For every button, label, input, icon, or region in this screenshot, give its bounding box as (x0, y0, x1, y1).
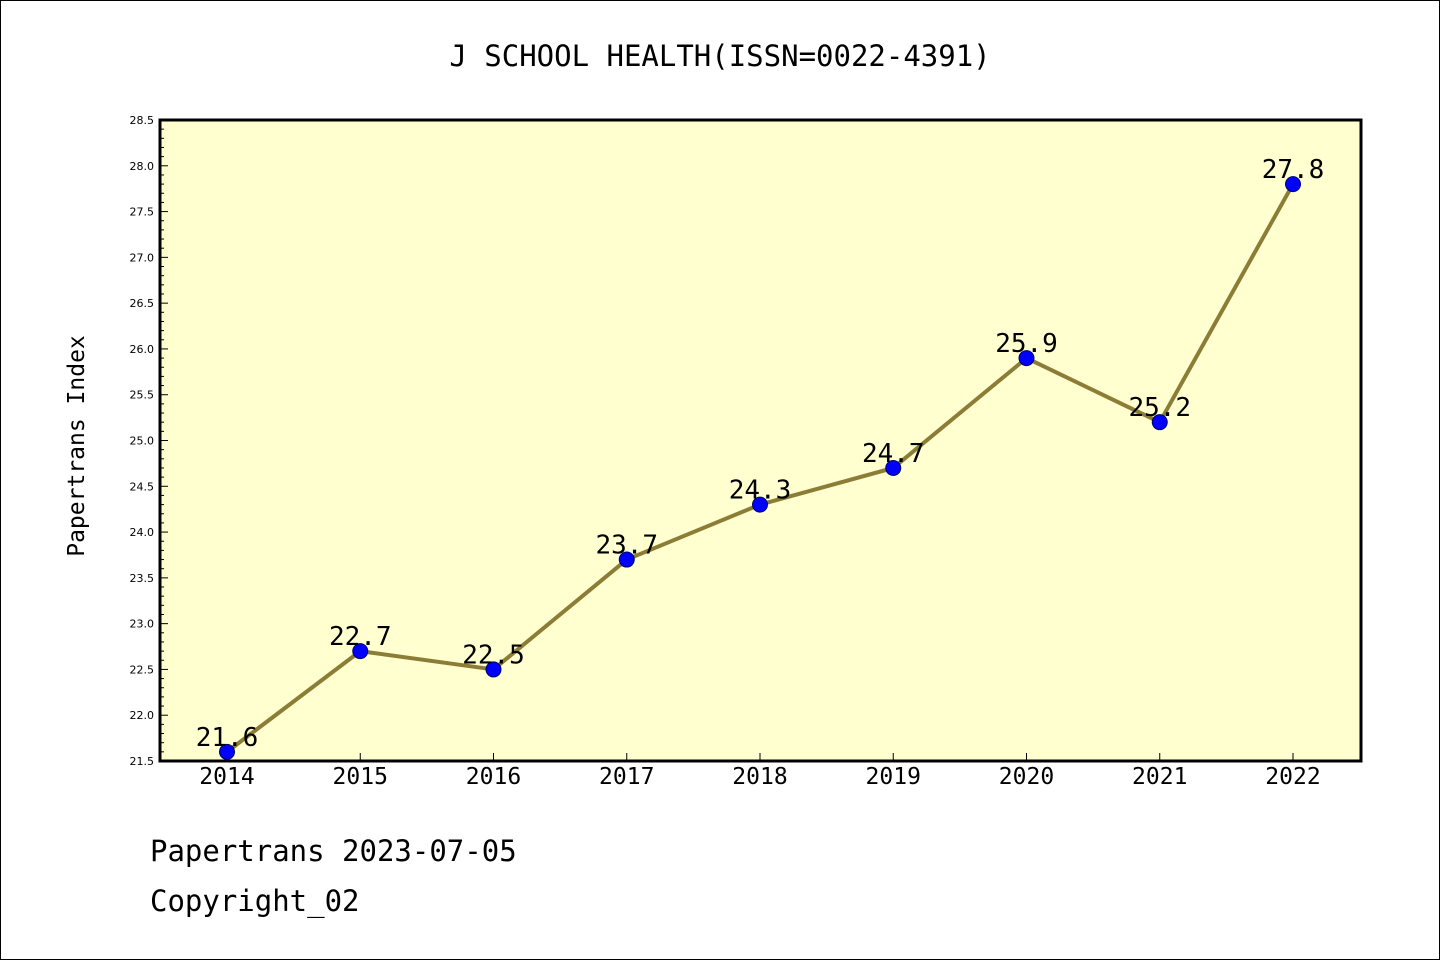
data-labels: 21.6 22.7 22.5 23.7 24.3 24.7 25.9 25.2 27.8 (196, 155, 1325, 753)
data-label: 22.5 (462, 640, 525, 670)
x-tick-label: 2016 (466, 764, 521, 790)
data-point (885, 459, 902, 476)
y-tick-label: 22.5 (130, 663, 155, 676)
data-point (485, 661, 502, 678)
footer-copyright: Copyright_02 (150, 884, 360, 918)
y-tick-label: 22.0 (130, 709, 155, 722)
y-tick-label: 27.0 (130, 251, 155, 264)
x-tick-label: 2015 (333, 764, 388, 790)
y-tick-label: 24.0 (130, 526, 155, 539)
y-tick-label: 26.5 (130, 297, 155, 310)
x-tick-label: 2020 (999, 764, 1054, 790)
y-axis-label: Papertrans Index (64, 335, 90, 557)
x-tick-label: 2017 (599, 764, 654, 790)
x-tick-label: 2022 (1265, 764, 1320, 790)
data-point (219, 743, 235, 760)
y-tick-label: 23.5 (130, 572, 155, 585)
data-point (618, 551, 635, 568)
data-label: 25.9 (995, 329, 1058, 359)
y-tick-label: 21.5 (130, 755, 155, 768)
data-point (1151, 414, 1168, 431)
data-label: 27.8 (1262, 155, 1325, 185)
y-tick-label: 25.0 (130, 435, 155, 448)
x-axis: 2014 2015 2016 2017 2018 2019 2020 2021 2022 (199, 753, 1321, 790)
x-tick-label: 2018 (732, 764, 787, 790)
y-tick-label: 28.0 (130, 160, 155, 173)
y-tick-label: 27.5 (130, 206, 155, 219)
y-tick-label: 23.0 (130, 618, 155, 631)
y-tick-label: 24.5 (130, 480, 155, 493)
data-label: 21.6 (196, 723, 259, 753)
data-points (219, 176, 1301, 760)
y-tick-label: 28.5 (130, 114, 155, 127)
data-point (1285, 176, 1301, 193)
chart-title: J SCHOOL HEALTH(ISSN=0022-4391) (449, 39, 990, 73)
data-label: 23.7 (595, 531, 658, 561)
x-tick-label: 2014 (199, 764, 254, 790)
y-tick-label: 26.0 (130, 343, 155, 356)
data-label: 25.2 (1128, 393, 1191, 423)
x-tick-label: 2019 (866, 764, 921, 790)
data-label: 22.7 (329, 622, 392, 652)
data-label: 24.3 (729, 476, 792, 506)
data-label: 24.7 (862, 439, 925, 469)
data-point (752, 496, 768, 513)
data-point (352, 643, 369, 660)
data-point (1018, 350, 1035, 367)
plot-border (158, 118, 1363, 763)
footer-date: Papertrans 2023-07-05 (150, 834, 517, 868)
x-tick-label: 2021 (1132, 764, 1187, 790)
y-tick-label: 25.5 (130, 389, 155, 402)
